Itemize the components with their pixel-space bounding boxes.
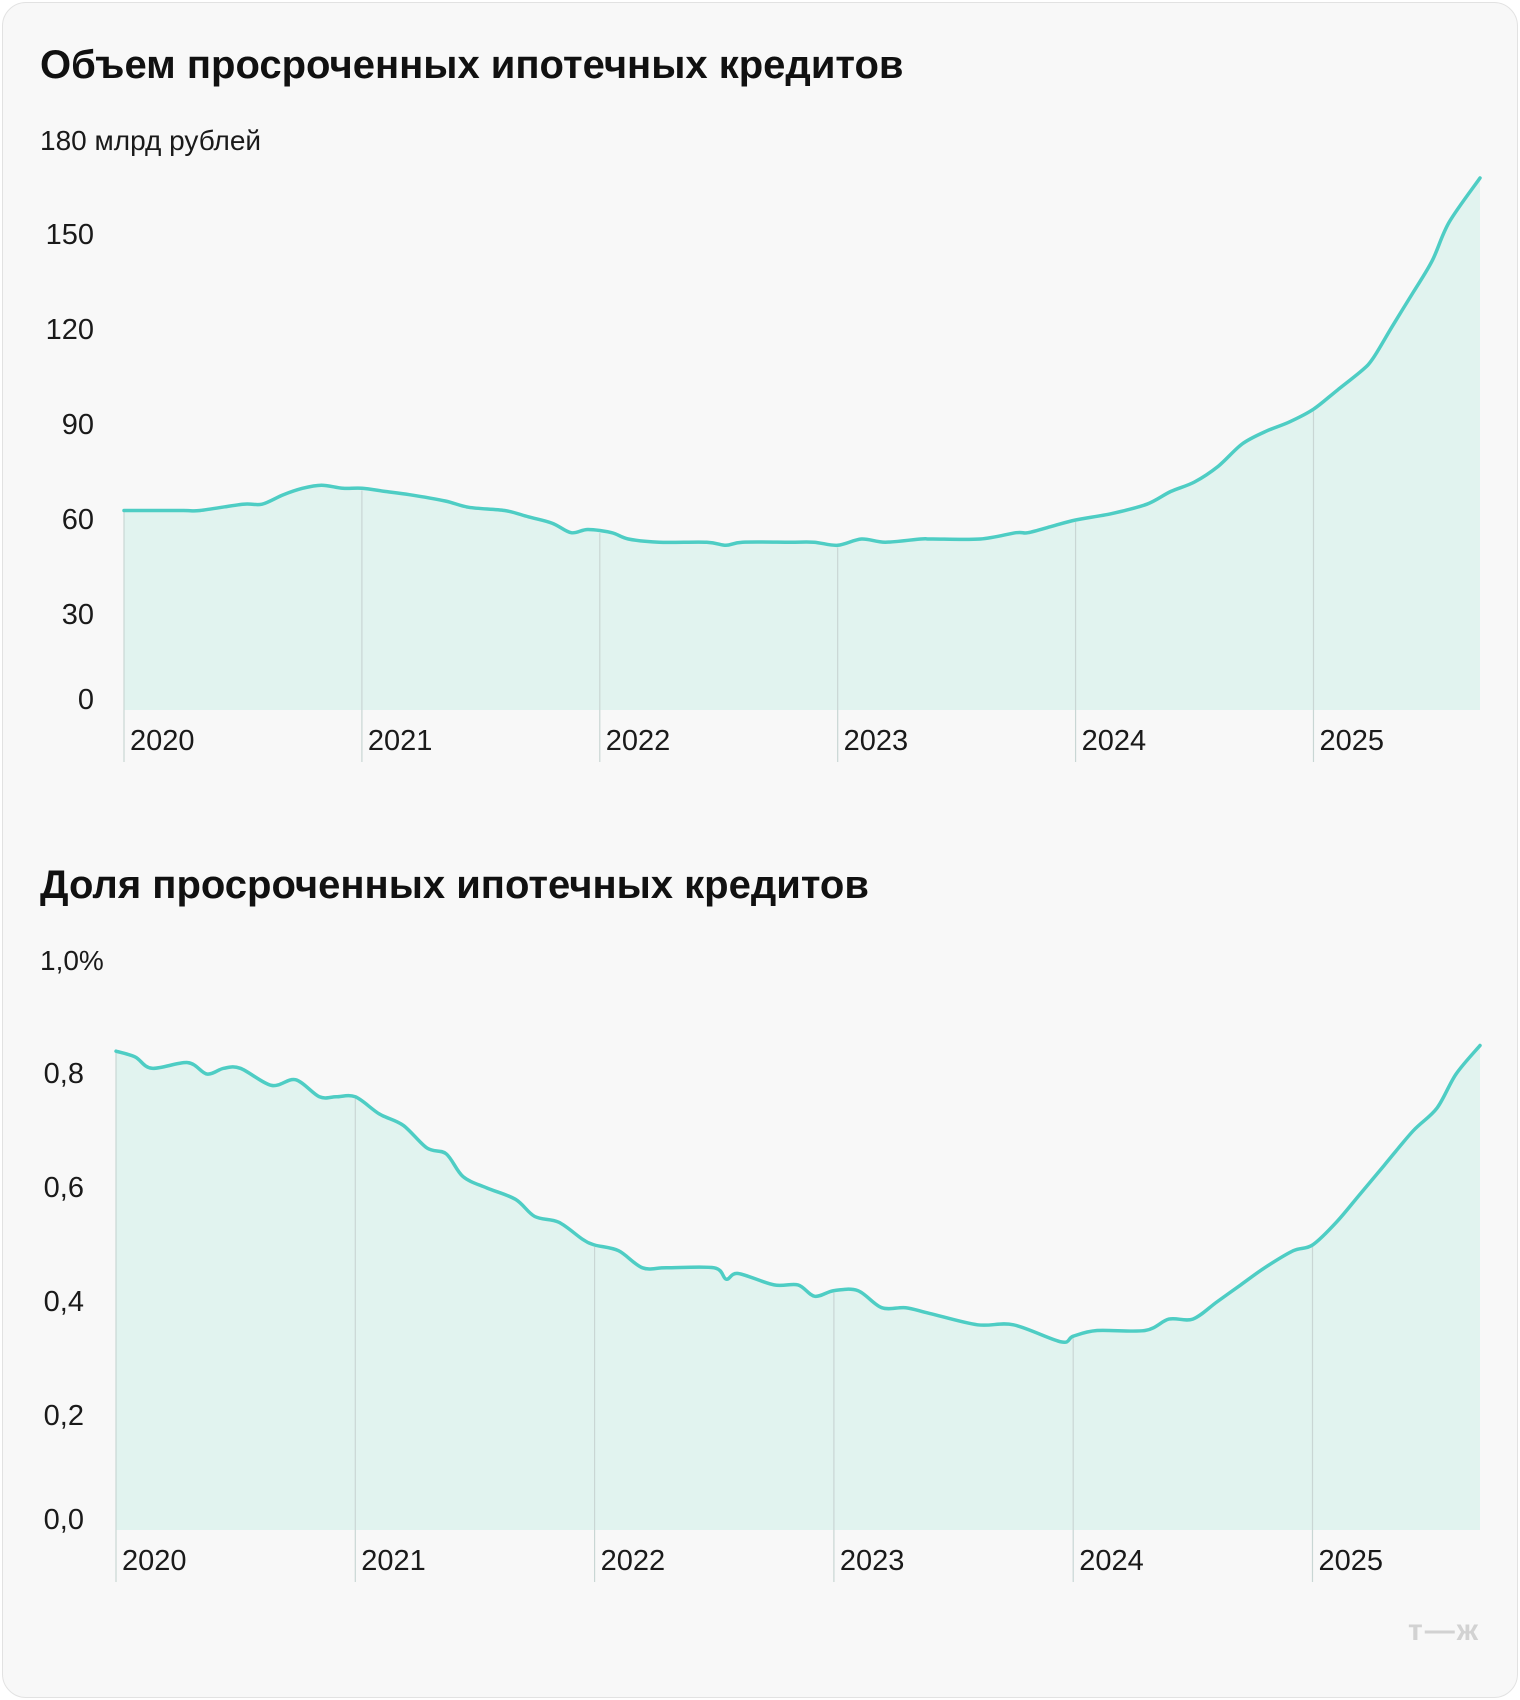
x-tick-label: 2022 (606, 725, 671, 757)
x-tick-label: 2023 (840, 1545, 905, 1577)
y-tick-label: 120 (46, 314, 94, 346)
y-tick-label: 0 (78, 684, 94, 716)
x-tick-label: 2021 (368, 725, 433, 757)
tzh-logo: т—ж (1408, 1614, 1480, 1647)
chart-share-title: Доля просроченных ипотечных кредитов (40, 863, 869, 907)
y-tick-label: 90 (62, 409, 94, 441)
y-tick-label: 0,2 (44, 1400, 84, 1432)
x-tick-label: 2020 (122, 1545, 187, 1577)
chart-share-area (116, 1045, 1480, 1530)
y-tick-label: 0,8 (44, 1058, 84, 1090)
chart-share: Доля просроченных ипотечных кредитов 1,0… (40, 863, 1482, 1582)
y-tick-label: 0,4 (44, 1286, 84, 1318)
chart-volume-line (122, 176, 1482, 548)
chart-volume-y-axis: 0 30 60 90 120 150 (46, 219, 94, 716)
chart-share-x-axis: 2020 2021 2022 2023 2024 2025 (122, 1545, 1383, 1577)
chart-share-line (114, 1043, 1482, 1344)
chart-share-y-axis: 0,0 0,2 0,4 0,6 0,8 (44, 1058, 84, 1536)
x-tick-label: 2024 (1082, 725, 1147, 757)
chart-volume-unit-label: 180 млрд рублей (40, 125, 261, 156)
x-tick-label: 2022 (601, 1545, 666, 1577)
x-tick-label: 2025 (1318, 1545, 1383, 1577)
chart-volume-gridlines (123, 411, 1315, 762)
y-tick-label: 0,0 (44, 1504, 84, 1536)
y-tick-label: 0,6 (44, 1172, 84, 1204)
y-tick-label: 60 (62, 504, 94, 536)
x-tick-label: 2025 (1319, 725, 1384, 757)
chart-share-unit-label: 1,0% (40, 945, 104, 976)
y-tick-label: 150 (46, 219, 94, 251)
x-tick-label: 2021 (361, 1545, 426, 1577)
chart-share-gridlines (115, 1051, 1314, 1582)
chart-volume-title: Объем просроченных ипотечных кредитов (40, 43, 904, 87)
chart-volume-x-axis: 2020 2021 2022 2023 2024 2025 (130, 725, 1384, 757)
chart-volume: Объем просроченных ипотечных кредитов 18… (40, 43, 1482, 762)
x-tick-label: 2020 (130, 725, 195, 757)
x-tick-label: 2023 (844, 725, 909, 757)
y-tick-label: 30 (62, 599, 94, 631)
x-tick-label: 2024 (1079, 1545, 1144, 1577)
chart-volume-area (124, 178, 1480, 710)
